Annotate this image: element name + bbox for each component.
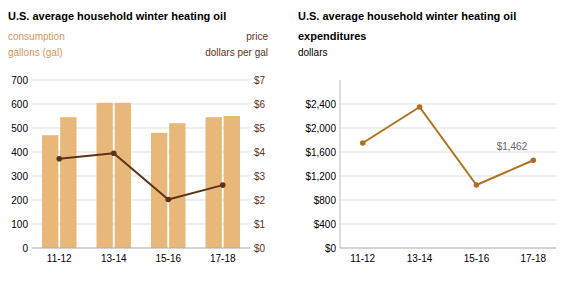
plot-area: [360, 104, 536, 188]
point: [56, 156, 62, 162]
point: [417, 104, 423, 110]
grid-line: [340, 176, 556, 177]
y2-tick-label: $0: [254, 243, 266, 254]
bar: [96, 103, 112, 248]
grid-line: [32, 80, 250, 81]
y-tick-label: 500: [11, 123, 28, 134]
y2-tick-label: $7: [254, 75, 266, 86]
y-axis-label: dollars: [298, 47, 327, 58]
y2-tick-label: $1: [254, 219, 266, 230]
line: [59, 153, 223, 199]
point: [474, 182, 480, 188]
figure: U.S. average household winter heating oi…: [0, 0, 566, 288]
title: U.S. average household winter heating oi…: [298, 10, 516, 22]
point: [220, 182, 226, 188]
grid-line: [340, 248, 556, 249]
y-tick-label: 300: [11, 171, 28, 182]
x-tick-label: 17-18: [520, 253, 546, 264]
y-tick-label: 600: [11, 99, 28, 110]
point: [111, 150, 117, 156]
x-tick-label: 13-14: [407, 253, 433, 264]
y2-tick-label: $4: [254, 147, 266, 158]
point: [360, 140, 366, 146]
x-tick-label: 13-14: [101, 253, 127, 264]
grid-line: [340, 128, 556, 129]
y-tick-label: $2,400: [305, 99, 336, 110]
y2-axis-label: dollars per gal: [205, 47, 268, 58]
y-tick-label: 100: [11, 219, 28, 230]
background: [0, 0, 566, 288]
bar: [115, 103, 131, 248]
bar: [169, 123, 185, 248]
x-tick-label: 15-16: [155, 253, 181, 264]
y2-tick-label: $6: [254, 99, 266, 110]
y-axis-line: [340, 80, 341, 248]
grid-line: [340, 104, 556, 105]
grid-line: [32, 248, 250, 249]
point: [165, 197, 171, 203]
y-tick-label: 0: [22, 243, 28, 254]
plot-area: [42, 103, 240, 248]
grid-line: [340, 224, 556, 225]
bar: [151, 133, 167, 248]
y-tick-label: 700: [11, 75, 28, 86]
line: [363, 107, 534, 185]
grid-line: [32, 104, 250, 105]
y-tick-label: $2,000: [305, 123, 336, 134]
bar: [60, 117, 76, 248]
y-tick-label: $800: [314, 195, 337, 206]
y-tick-label: 200: [11, 195, 28, 206]
bar: [205, 117, 221, 248]
chart: U.S. average household winter heating oi…: [8, 10, 268, 264]
annotation: $1,462: [497, 141, 528, 152]
grid-line: [340, 200, 556, 201]
y2-axis-label: price: [246, 31, 268, 42]
y-tick-label: $1,600: [305, 147, 336, 158]
bar: [224, 116, 240, 248]
point: [530, 157, 536, 163]
title: expenditures: [298, 30, 366, 42]
y-tick-label: $1,200: [305, 171, 336, 182]
y2-tick-label: $2: [254, 195, 266, 206]
title: U.S. average household winter heating oi…: [8, 10, 226, 22]
y-tick-label: 400: [11, 147, 28, 158]
bar: [42, 135, 58, 248]
x-tick-label: 15-16: [464, 253, 490, 264]
x-axis-line: [32, 248, 250, 249]
y-tick-label: $400: [314, 219, 337, 230]
x-tick-label: 11-12: [350, 253, 375, 264]
x-tick-label: 11-12: [47, 253, 72, 264]
y-axis-label: consumption: [8, 31, 65, 42]
y2-tick-label: $5: [254, 123, 266, 134]
x-tick-label: 17-18: [210, 253, 236, 264]
chart: U.S. average household winter heating oi…: [298, 10, 556, 264]
x-axis-line: [340, 248, 556, 249]
y-axis-label: gallons (gal): [8, 47, 62, 58]
y2-tick-label: $3: [254, 171, 266, 182]
y-tick-label: $0: [325, 243, 337, 254]
